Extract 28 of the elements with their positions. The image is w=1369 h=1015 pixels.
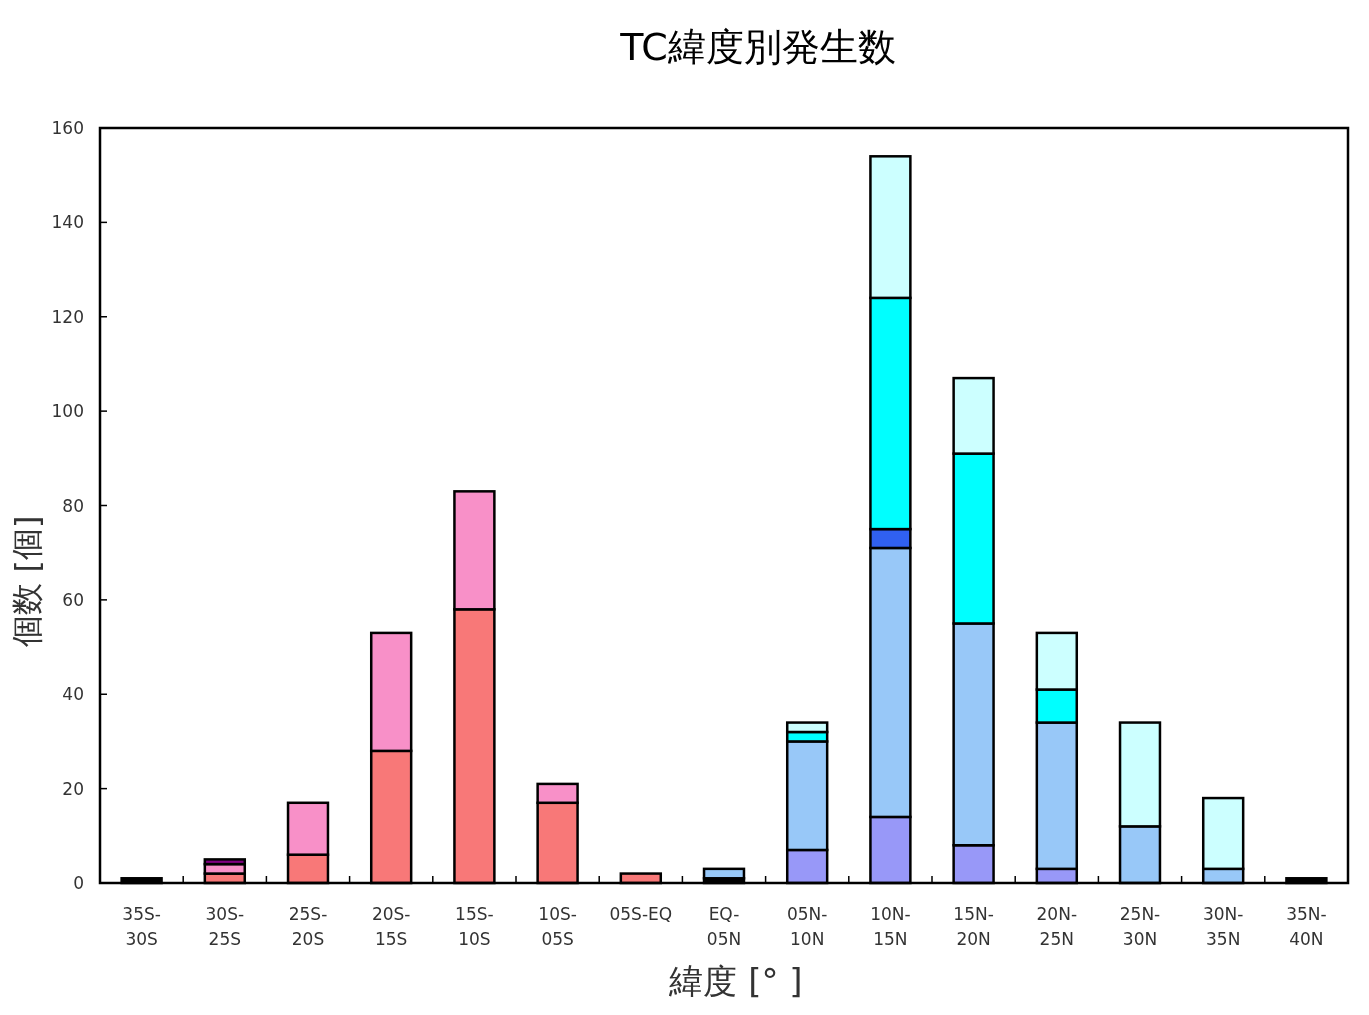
y-tick-label: 120 [51,306,84,327]
x-tick-label: 30N- 35N [1202,904,1244,949]
x-tick-label: EQ- 05N [706,904,742,949]
y-tick-label: 0 [73,873,84,893]
x-tick-label: 30S- 25S [205,904,245,949]
x-tick-label: 25S- 20S [288,904,328,949]
y-tick-label: 40 [62,684,84,705]
x-tick-label: 15N- 20N [953,904,994,949]
y-tick-label: 60 [62,589,84,610]
y-tick-label: 140 [51,212,84,233]
chart-title: TC緯度別発生数 [619,25,896,69]
x-tick-label: 20S- 15S [371,904,411,949]
x-tick-label: 35S- 30S [122,904,161,949]
x-tick-label: 20N- 25N [1036,904,1078,949]
x-tick-label: 05S-EQ [609,904,673,924]
x-axis-title: 緯度 [° ] [668,961,803,1001]
y-axis-title: 個数 [個] [8,515,46,647]
x-tick-label: 15S- 10S [455,904,494,949]
x-tick-label: 05N- 10N [786,904,828,949]
bar [702,867,746,880]
y-tick-label: 160 [51,118,84,138]
y-tick-label: 100 [51,401,84,422]
x-tick-label: 35N- 40N [1286,904,1327,949]
x-tick-label: 25N- 30N [1119,904,1161,949]
x-tick-label: 10N- 15N [870,904,911,949]
y-tick-label: 80 [62,495,84,516]
x-tick-label: 10S- 05S [538,904,577,949]
y-tick-label: 20 [62,778,84,799]
